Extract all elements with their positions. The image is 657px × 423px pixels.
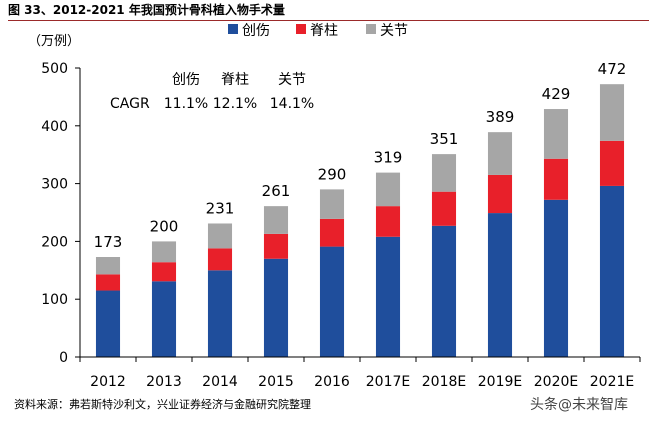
bar-segment <box>263 206 289 234</box>
data-label: 261 <box>262 182 291 200</box>
bar-segment <box>543 199 569 357</box>
cagr-value: 14.1% <box>270 96 314 112</box>
data-label: 200 <box>150 217 179 235</box>
bar-segment <box>487 213 513 357</box>
bar-segment <box>95 274 121 291</box>
cagr-annotation: 创伤 脊柱 关节 CAGR 11.1% 12.1% 14.1% <box>110 72 314 112</box>
bar-segment <box>151 281 177 357</box>
y-tick-label: 0 <box>59 350 68 366</box>
bar-segment <box>263 233 289 259</box>
x-tick-label: 2017E <box>366 374 410 390</box>
bar-segment <box>207 248 233 271</box>
data-label: 290 <box>318 165 347 183</box>
bar-segment <box>207 270 233 357</box>
bar-segment <box>431 191 457 226</box>
x-tick-label: 2019E <box>478 374 522 390</box>
bar-segment <box>431 225 457 357</box>
legend: 创伤 脊柱 关节 <box>228 23 408 39</box>
legend-swatch <box>366 24 376 34</box>
x-tick-label: 2016 <box>314 374 350 390</box>
cagr-header: 脊柱 <box>221 72 249 88</box>
data-label: 173 <box>94 233 123 251</box>
cagr-header: 创伤 <box>172 72 200 88</box>
legend-label: 关节 <box>380 23 408 39</box>
x-tick-label: 2012 <box>90 374 126 390</box>
x-axis: 2012 2013 2014 2015 2016 2017E 2018E 2019E 2020E… <box>79 356 641 390</box>
data-label: 472 <box>598 60 627 78</box>
legend-swatch <box>296 24 306 34</box>
y-tick-label: 200 <box>41 234 68 250</box>
bar-segment <box>375 206 401 237</box>
bar-segment <box>95 257 121 275</box>
bar-segment <box>319 189 345 219</box>
cagr-label: CAGR <box>110 96 150 112</box>
bar-segment <box>543 158 569 200</box>
bar-segment <box>95 290 121 357</box>
bar-segment <box>319 218 345 247</box>
bar-segment <box>431 154 457 192</box>
unit-label: （万例） <box>28 34 80 49</box>
legend-swatch <box>228 24 238 34</box>
x-tick-label: 2013 <box>146 374 182 390</box>
x-tick-label: 2018E <box>422 374 466 390</box>
bar-segment <box>375 172 401 207</box>
watermark: 头条@未来智库 <box>530 397 628 413</box>
bar-segment <box>599 84 625 141</box>
bar-segment <box>599 140 625 186</box>
y-axis: 0 100 200 300 400 500 <box>41 61 81 366</box>
y-tick-label: 400 <box>41 119 68 135</box>
source-note: 资料来源：弗若斯特沙利文，兴业证券经济与金融研究院整理 <box>14 398 311 411</box>
x-tick-label: 2014 <box>202 374 238 390</box>
cagr-value: 12.1% <box>213 96 257 112</box>
bar-segment <box>151 241 177 263</box>
x-tick-label: 2020E <box>534 374 578 390</box>
x-tick-label: 2021E <box>590 374 634 390</box>
y-tick-label: 500 <box>41 61 68 77</box>
data-label: 389 <box>486 108 515 126</box>
legend-label: 脊柱 <box>310 23 338 39</box>
bar-segment <box>487 174 513 214</box>
total-labels: 173 200 231 261 290 319 351 389 429 472 <box>94 60 627 251</box>
data-label: 429 <box>542 85 571 103</box>
figure-title: 图 33、2012-2021 年我国预计骨科植入物手术量 <box>8 2 649 21</box>
data-label: 319 <box>374 149 403 167</box>
legend-label: 创伤 <box>242 23 270 39</box>
y-tick-label: 300 <box>41 177 68 193</box>
bar-segment <box>375 236 401 357</box>
bar-segment <box>263 258 289 357</box>
cagr-value: 11.1% <box>164 96 208 112</box>
y-tick-label: 100 <box>41 292 68 308</box>
bar-segment <box>543 109 569 159</box>
bar-segment <box>151 262 177 282</box>
bar-segment <box>207 223 233 249</box>
cagr-header: 关节 <box>278 72 306 88</box>
bar-segment <box>319 246 345 357</box>
bar-segment <box>487 132 513 175</box>
x-tick-label: 2015 <box>258 374 294 390</box>
bar-segment <box>599 185 625 357</box>
data-label: 231 <box>206 199 235 217</box>
data-label: 351 <box>430 130 459 148</box>
bars <box>95 84 625 357</box>
